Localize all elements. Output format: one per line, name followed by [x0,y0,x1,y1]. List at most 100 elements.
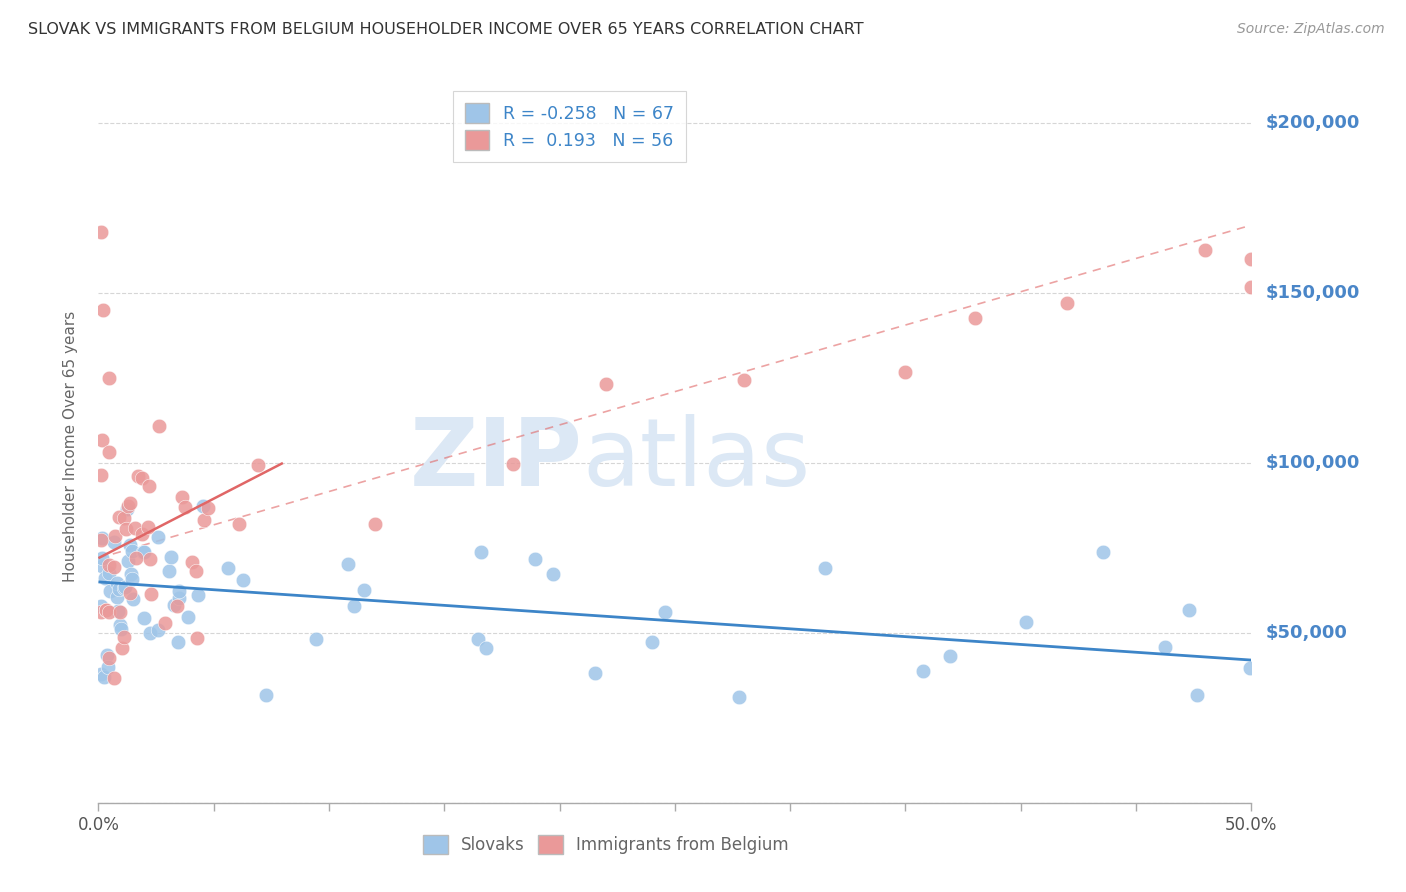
Point [595,376,617,391]
Point [728,690,751,705]
Text: atlas: atlas [582,414,811,507]
Point [90,599,112,613]
Point [112,630,135,644]
Point [157,564,180,578]
Point [124,521,146,535]
Point [93,670,115,684]
Point [1056,296,1078,310]
Point [342,599,364,613]
Point [163,598,186,612]
Point [121,572,143,586]
Point [103,671,125,685]
Point [96,603,118,617]
Point [131,471,153,485]
Point [90,666,112,681]
Point [118,585,141,599]
Point [174,500,197,514]
Point [120,495,142,509]
Text: $200,000: $200,000 [1265,114,1360,132]
Point [1240,252,1263,266]
Point [654,605,676,619]
Point [1194,244,1216,258]
Point [98,566,121,580]
Point [98,606,121,620]
Point [166,635,188,649]
Point [90,533,112,547]
Point [187,588,209,602]
Text: $100,000: $100,000 [1265,454,1360,472]
Point [93,303,115,318]
Point [132,545,155,559]
Point [467,632,489,647]
Point [228,516,250,531]
Point [166,599,188,613]
Point [90,468,112,483]
Point [115,522,138,536]
Text: ZIP: ZIP [409,414,582,507]
Point [90,225,112,239]
Point [98,583,121,598]
Point [337,557,360,571]
Point [112,511,135,525]
Point [939,648,962,663]
Point [94,571,117,585]
Point [1239,661,1261,675]
Point [177,610,200,624]
Point [814,560,837,574]
Point [107,509,129,524]
Point [97,558,120,572]
Legend: Slovaks, Immigrants from Belgium: Slovaks, Immigrants from Belgium [415,826,797,863]
Point [247,458,270,472]
Point [733,373,755,387]
Point [125,551,148,566]
Point [217,560,239,574]
Point [153,616,176,631]
Point [111,640,134,655]
Point [107,576,129,591]
Point [98,650,121,665]
Point [120,567,142,582]
Point [97,660,120,674]
Point [105,591,128,605]
Point [353,582,375,597]
Point [112,581,135,595]
Text: $50,000: $50,000 [1265,624,1347,642]
Point [103,534,125,549]
Point [131,527,153,541]
Point [138,520,160,534]
Text: Source: ZipAtlas.com: Source: ZipAtlas.com [1237,22,1385,37]
Point [523,551,546,566]
Point [146,530,169,544]
Point [170,491,193,505]
Point [1178,603,1201,617]
Point [146,623,169,637]
Point [191,499,214,513]
Point [186,631,208,645]
Point [470,545,492,559]
Point [122,592,145,607]
Point [139,587,162,601]
Point [115,501,138,516]
Point [107,582,129,596]
Point [474,641,496,656]
Text: $150,000: $150,000 [1265,284,1360,302]
Point [254,688,277,702]
Point [132,611,155,625]
Point [121,544,143,558]
Point [181,555,204,569]
Point [98,445,121,459]
Point [132,545,155,559]
Point [193,513,215,527]
Point [117,554,139,568]
Point [114,580,136,594]
Point [1185,688,1208,702]
Point [184,564,207,578]
Point [1154,640,1177,654]
Point [91,551,114,566]
Point [138,625,160,640]
Point [107,604,129,618]
Point [502,457,524,471]
Point [1015,615,1038,629]
Point [305,632,328,646]
Point [159,549,181,564]
